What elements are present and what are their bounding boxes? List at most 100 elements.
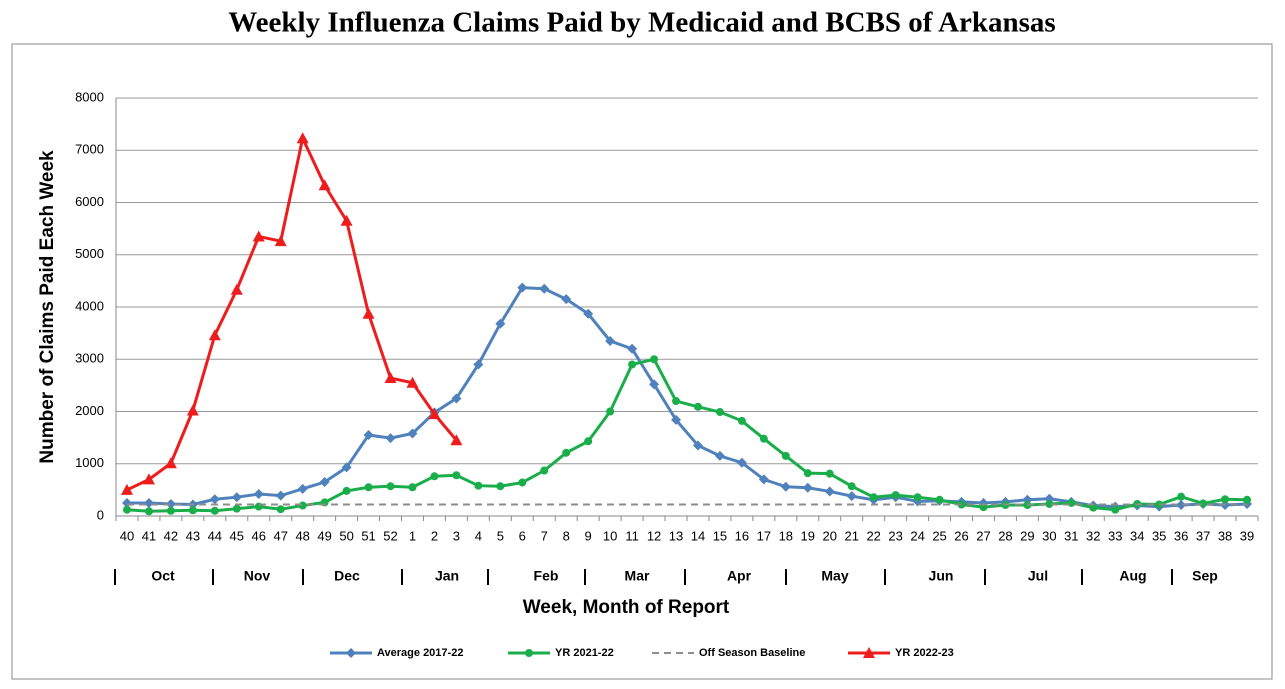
y-tick-label: 0 [97, 507, 104, 522]
x-tick-label: 48 [295, 528, 309, 543]
data-point [208, 329, 221, 341]
x-tick-label: 40 [120, 528, 134, 543]
data-point [692, 440, 703, 451]
data-point [759, 434, 768, 443]
x-tick-label: 29 [1020, 528, 1034, 543]
x-tick-label: 37 [1196, 528, 1210, 543]
y-tick-label: 5000 [75, 246, 104, 261]
data-point [165, 498, 176, 509]
data-point [297, 483, 308, 494]
legend-marker [525, 649, 533, 657]
x-tick-label: 49 [317, 528, 331, 543]
x-tick-label: 5 [497, 528, 504, 543]
data-point [452, 471, 461, 480]
x-tick-label: 11 [625, 528, 639, 543]
x-tick-label: 17 [757, 528, 771, 543]
data-point [122, 505, 131, 514]
x-tick-label: 13 [669, 528, 683, 543]
x-tick-label: 3 [453, 528, 460, 543]
x-tick-label: 8 [563, 528, 570, 543]
data-point [232, 504, 241, 513]
data-point [252, 230, 265, 242]
x-tick-label: 50 [339, 528, 353, 543]
data-point [1221, 495, 1230, 504]
data-point [1045, 499, 1054, 508]
series-line [126, 286, 1248, 509]
data-point [188, 506, 197, 515]
data-point [1177, 492, 1186, 501]
x-tick-label: 35 [1152, 528, 1166, 543]
y-tick-label: 3000 [75, 351, 104, 366]
data-point [121, 497, 132, 508]
data-point [274, 235, 287, 247]
x-tick-label: 43 [186, 528, 200, 543]
data-point [186, 404, 199, 416]
data-point [824, 486, 835, 497]
month-label: Jan [435, 568, 459, 584]
data-point [319, 477, 330, 488]
x-tick-label: 41 [142, 528, 156, 543]
data-point [362, 307, 375, 319]
data-point [386, 482, 395, 491]
month-label: Aug [1119, 568, 1146, 584]
data-point [715, 408, 724, 417]
data-point [451, 393, 462, 404]
data-point [363, 430, 374, 441]
month-label: Mar [625, 568, 650, 584]
x-tick-label: 23 [888, 528, 902, 543]
month-label: May [821, 568, 848, 584]
data-point [142, 473, 155, 485]
x-tick-label: 27 [976, 528, 990, 543]
data-point [430, 472, 439, 481]
x-tick-label: 26 [954, 528, 968, 543]
data-point [495, 318, 506, 329]
x-tick-label: 28 [998, 528, 1012, 543]
x-tick-label: 42 [164, 528, 178, 543]
legend-label: Average 2017-22 [377, 647, 463, 659]
x-tick-label: 31 [1064, 528, 1078, 543]
data-point [891, 491, 900, 500]
data-point [276, 505, 285, 514]
data-point [428, 408, 441, 420]
data-point [539, 283, 550, 294]
data-point [737, 416, 746, 425]
x-tick-label: 19 [801, 528, 815, 543]
data-point [693, 402, 702, 411]
x-tick-label: 46 [252, 528, 266, 543]
data-point [584, 437, 593, 446]
data-point [714, 450, 725, 461]
data-point [562, 448, 571, 457]
data-point [780, 481, 791, 492]
x-tick-label: 33 [1108, 528, 1122, 543]
x-tick-label: 15 [713, 528, 727, 543]
data-point [869, 493, 878, 502]
data-point [408, 483, 417, 492]
x-tick-label: 32 [1086, 528, 1100, 543]
data-point [540, 466, 549, 475]
chart-title: Weekly Influenza Claims Paid by Medicaid… [228, 7, 1055, 39]
x-tick-label: 20 [823, 528, 837, 543]
data-point [627, 343, 638, 354]
data-point [406, 376, 419, 388]
data-point [781, 451, 790, 460]
x-tick-label: 39 [1240, 528, 1254, 543]
month-label: Apr [727, 568, 752, 584]
data-point [606, 407, 615, 416]
data-point [296, 132, 309, 144]
x-tick-label: 10 [603, 528, 617, 543]
x-tick-label: 18 [779, 528, 793, 543]
x-tick-label: 38 [1218, 528, 1232, 543]
data-point [166, 506, 175, 515]
x-tick-label: 21 [844, 528, 858, 543]
y-tick-label: 2000 [75, 403, 104, 418]
data-point [935, 495, 944, 504]
x-tick-label: 16 [735, 528, 749, 543]
month-label: Jun [929, 568, 954, 584]
series-line [126, 133, 458, 492]
data-point [1176, 500, 1187, 511]
data-point [518, 478, 527, 487]
data-point [847, 482, 856, 491]
data-point [209, 494, 220, 505]
legend-marker [346, 648, 356, 658]
